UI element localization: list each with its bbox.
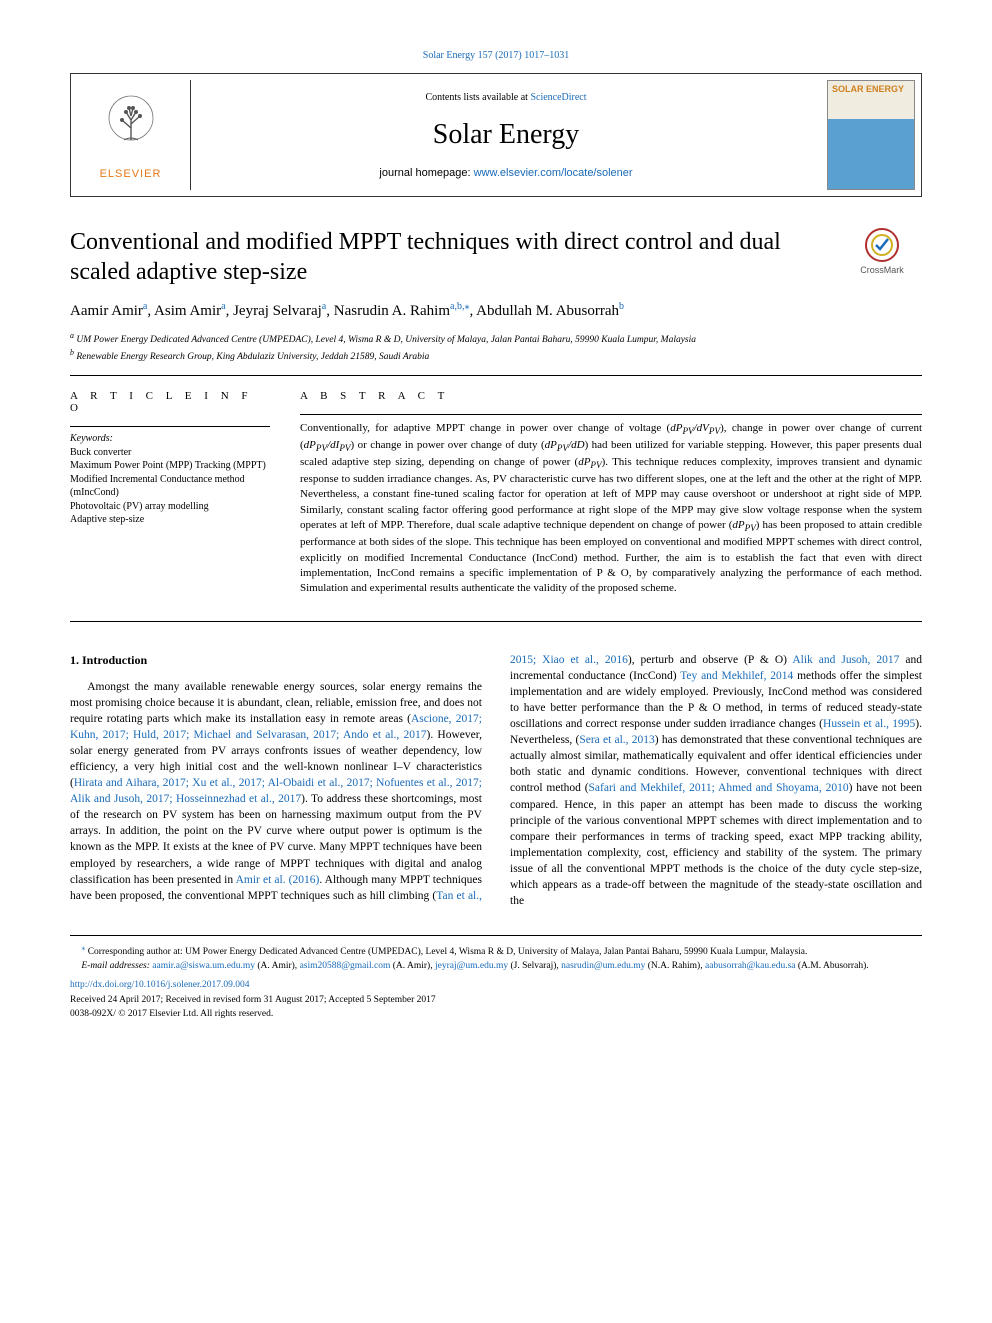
rule-top xyxy=(70,375,922,376)
keyword-item: Maximum Power Point (MPP) Tracking (MPPT… xyxy=(70,459,270,473)
email-link[interactable]: jeyraj@um.edu.my xyxy=(435,961,508,971)
abstract: A B S T R A C T Conventionally, for adap… xyxy=(300,390,922,597)
abstract-body: Conventionally, for adaptive MPPT change… xyxy=(300,421,922,597)
homepage-line: journal homepage: www.elsevier.com/locat… xyxy=(201,167,811,179)
crossmark-badge[interactable]: CrossMark xyxy=(842,227,922,275)
email-who: (A. Amir), xyxy=(255,961,300,971)
rule-bottom xyxy=(70,621,922,622)
keywords-label: Keywords: xyxy=(70,433,270,444)
contents-line: Contents lists available at ScienceDirec… xyxy=(201,92,811,103)
email-who: (A. Amir), xyxy=(390,961,435,971)
journal-cover-title: SOLAR ENERGY xyxy=(832,85,910,95)
journal-cover: SOLAR ENERGY xyxy=(827,80,915,190)
email-link[interactable]: aabusorrah@kau.edu.sa xyxy=(705,961,796,971)
email-who: (A.M. Abusorrah). xyxy=(796,961,869,971)
elsevier-tree-icon xyxy=(96,90,166,160)
email-who: (J. Selvaraj), xyxy=(508,961,561,971)
email-link[interactable]: nasrudin@um.edu.my xyxy=(561,961,645,971)
keyword-item: Buck converter xyxy=(70,446,270,460)
journal-name: Solar Energy xyxy=(201,119,811,151)
keyword-item: Photovoltaic (PV) array modelling xyxy=(70,500,270,514)
abstract-heading: A B S T R A C T xyxy=(300,390,922,402)
crossmark-label: CrossMark xyxy=(842,265,922,275)
article-title: Conventional and modified MPPT technique… xyxy=(70,227,822,287)
affiliations: a UM Power Energy Dedicated Advanced Cen… xyxy=(70,330,922,365)
rule-info xyxy=(70,426,270,427)
publisher-name: ELSEVIER xyxy=(81,168,180,180)
journal-cover-cell: SOLAR ENERGY xyxy=(821,74,921,196)
keyword-item: Modified Incremental Conductance method … xyxy=(70,473,270,500)
corresponding-note: ⁎ Corresponding author at: UM Power Ener… xyxy=(70,942,922,959)
keyword-item: Adaptive step-size xyxy=(70,513,270,527)
email-link[interactable]: asim20588@gmail.com xyxy=(300,961,391,971)
crossmark-icon xyxy=(864,227,900,263)
email-link[interactable]: aamir.a@siswa.um.edu.my xyxy=(152,961,255,971)
affiliation-a: a UM Power Energy Dedicated Advanced Cen… xyxy=(70,330,922,347)
emails-line: E-mail addresses: aamir.a@siswa.um.edu.m… xyxy=(70,960,922,973)
homepage-prefix: journal homepage: xyxy=(379,167,473,179)
contents-prefix: Contents lists available at xyxy=(425,92,530,103)
affiliation-b: b Renewable Energy Research Group, King … xyxy=(70,347,922,364)
section-1-heading: 1. Introduction xyxy=(70,652,482,669)
footnotes: ⁎ Corresponding author at: UM Power Ener… xyxy=(70,935,922,1021)
rule-abstract xyxy=(300,414,922,415)
publisher-logo-cell: ELSEVIER xyxy=(71,80,191,190)
masthead-center: Contents lists available at ScienceDirec… xyxy=(191,82,821,189)
sciencedirect-link[interactable]: ScienceDirect xyxy=(530,92,586,103)
article-info-heading: A R T I C L E I N F O xyxy=(70,390,270,414)
homepage-link[interactable]: www.elsevier.com/locate/solener xyxy=(474,167,633,179)
body-columns: 1. Introduction Amongst the many availab… xyxy=(70,652,922,910)
doi-link[interactable]: http://dx.doi.org/10.1016/j.solener.2017… xyxy=(70,979,922,992)
copyright-line: 0038-092X/ © 2017 Elsevier Ltd. All righ… xyxy=(70,1008,922,1021)
article-info: A R T I C L E I N F O Keywords: Buck con… xyxy=(70,390,270,597)
masthead: ELSEVIER Contents lists available at Sci… xyxy=(70,73,922,197)
keywords-list: Buck converterMaximum Power Point (MPP) … xyxy=(70,446,270,527)
intro-paragraph: Amongst the many available renewable ene… xyxy=(70,652,922,910)
received-line: Received 24 April 2017; Received in revi… xyxy=(70,994,922,1007)
citation[interactable]: Solar Energy 157 (2017) 1017–1031 xyxy=(70,50,922,61)
authors: Aamir Amira, Asim Amira, Jeyraj Selvaraj… xyxy=(70,301,922,320)
email-who: (N.A. Rahim), xyxy=(645,961,705,971)
